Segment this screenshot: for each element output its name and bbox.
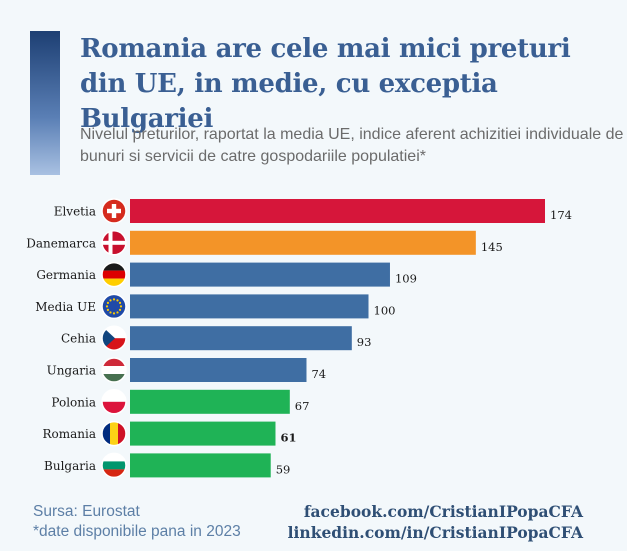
category-label-romania: Romania <box>42 427 96 441</box>
polish-flag-icon <box>101 389 127 415</box>
bar-cehia <box>130 326 352 351</box>
category-label-germania: Germania <box>36 268 96 282</box>
linkedin-link[interactable]: linkedin.com/in/CristianIPopaCFA <box>287 523 583 542</box>
category-label-cehia: Cehia <box>61 332 96 346</box>
hungarian-flag-icon <box>101 357 127 383</box>
bar-ungaria <box>130 358 307 382</box>
facebook-link[interactable]: facebook.com/CristianIPopaCFA <box>303 502 583 521</box>
category-label-elvetia: Elvetia <box>54 205 96 219</box>
category-label-polonia: Polonia <box>51 395 96 409</box>
bar-polonia <box>130 389 290 414</box>
romanian-flag-icon <box>101 420 127 447</box>
bar-media-ue <box>130 294 369 319</box>
category-label-ungaria: Ungaria <box>47 364 96 378</box>
bar-romania <box>130 421 276 446</box>
value-label-romania: 61 <box>280 431 296 445</box>
chart-subtitle: Nivelul preturilor, raportat la media UE… <box>80 126 624 165</box>
bar-elvetia <box>130 199 545 223</box>
value-label-germania: 109 <box>395 272 417 286</box>
german-flag-icon <box>101 261 127 288</box>
footer-right: facebook.com/CristianIPopaCFA linkedin.c… <box>288 501 583 543</box>
value-label-cehia: 93 <box>357 335 372 349</box>
swiss-flag-icon <box>101 198 127 224</box>
category-label-media-ue: Media UE <box>35 300 96 314</box>
category-label-danemarca: Danemarca <box>26 236 96 250</box>
value-label-media-ue: 100 <box>374 303 396 317</box>
eu-flag-icon <box>101 293 127 320</box>
value-label-danemarca: 145 <box>481 240 503 254</box>
value-label-elvetia: 174 <box>550 208 572 222</box>
bar-germania <box>130 262 390 287</box>
bulgarian-flag-icon <box>101 452 127 479</box>
value-label-ungaria: 74 <box>311 367 326 381</box>
czech-flag-icon <box>101 325 127 351</box>
data-availability-note: *date disponibile pana in 2023 <box>33 523 241 540</box>
chart-title: Romania are cele mai mici preturi din UE… <box>80 34 571 134</box>
value-label-bulgaria: 59 <box>276 462 291 476</box>
bar-bulgaria <box>130 453 271 478</box>
footer-left: Sursa: Eurostat *date disponibile pana i… <box>33 502 241 542</box>
value-label-polonia: 67 <box>295 399 310 413</box>
title-accent-bar <box>30 31 60 175</box>
bar-chart: Elvetia 174 Danemarca 145 Germania 109 Media U… <box>26 198 572 479</box>
category-label-bulgaria: Bulgaria <box>44 459 96 473</box>
bar-danemarca <box>130 230 476 255</box>
danish-flag-icon <box>101 230 127 256</box>
source-note: Sursa: Eurostat <box>33 503 140 520</box>
